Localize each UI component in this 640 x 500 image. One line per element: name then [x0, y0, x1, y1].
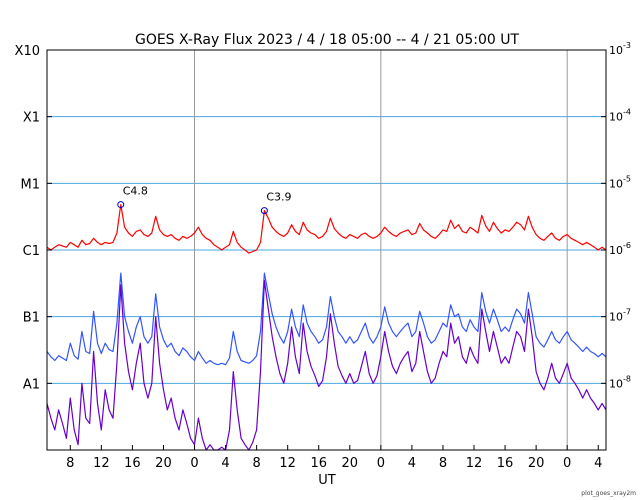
flare-label: C4.8 [123, 185, 148, 198]
right-tick-label: 10-6 [609, 241, 631, 257]
left-tick-label: M1 [21, 177, 41, 192]
x-tick-label: 12 [279, 456, 296, 471]
right-tick-exponent: -3 [623, 41, 631, 50]
x-tick-label: 4 [594, 456, 602, 471]
flux-series [46, 204, 607, 451]
plot-credit: plot_goes_xray2m [581, 490, 636, 497]
right-tick-label: 10-5 [609, 174, 631, 190]
right-tick-exponent: -5 [623, 174, 631, 183]
right-tick-label: 10-4 [609, 108, 631, 124]
x-tick-label: 12 [93, 456, 110, 471]
right-tick-exponent: -6 [623, 241, 631, 250]
x-tick-label: 20 [342, 456, 359, 471]
flare-annotations: C4.8 C3.9 [117, 185, 292, 215]
right-tick-label: 10-3 [609, 41, 631, 57]
left-tick-label: C1 [23, 244, 40, 259]
flare-marker [117, 201, 125, 209]
x-tick-label: 4 [221, 456, 229, 471]
x-tick-label: 16 [497, 456, 514, 471]
x-axis-label: UT [318, 473, 336, 488]
left-tick-label: B1 [23, 311, 40, 326]
x-tick-label: 16 [124, 456, 141, 471]
x-tick-label: 12 [466, 456, 483, 471]
left-tick-label: X10 [15, 44, 40, 59]
right-tick-base: 10 [609, 377, 623, 390]
right-tick-base: 10 [609, 311, 623, 324]
x-axis-ticks: 8 12 16 20 0 4 8 12 16 20 0 4 8 12 16 20 0 4 [66, 445, 602, 471]
chart-title: GOES X-Ray Flux 2023 / 4 / 18 05:00 -- 4… [135, 32, 519, 48]
x-tick-label: 16 [310, 456, 327, 471]
left-axis-ticks: X10 X1 M1 C1 B1 A1 [15, 44, 52, 392]
flux-series-line [46, 204, 607, 254]
x-tick-label: 0 [190, 456, 198, 471]
left-tick-label: X1 [23, 111, 40, 126]
x-tick-label: 8 [66, 456, 74, 471]
x-tick-label: 0 [377, 456, 385, 471]
day-boundary-lines [194, 50, 568, 450]
flux-series-line [46, 272, 607, 366]
x-tick-label: 4 [408, 456, 416, 471]
x-tick-label: 20 [528, 456, 545, 471]
x-tick-label: 8 [252, 456, 260, 471]
flare-marker [260, 207, 268, 215]
right-axis-ticks: 10-310-410-510-610-710-8 [601, 41, 631, 390]
right-tick-base: 10 [609, 177, 623, 190]
right-tick-label: 10-7 [609, 308, 631, 324]
right-tick-exponent: -8 [623, 374, 631, 383]
flux-series-line [46, 279, 607, 451]
x-tick-label: 0 [563, 456, 571, 471]
flare-label: C3.9 [266, 191, 291, 204]
right-tick-base: 10 [609, 44, 623, 57]
right-tick-exponent: -4 [623, 108, 631, 117]
right-tick-exponent: -7 [623, 308, 631, 317]
right-tick-base: 10 [609, 111, 623, 124]
x-tick-label: 8 [439, 456, 447, 471]
x-tick-label: 20 [155, 456, 172, 471]
left-tick-label: A1 [23, 377, 40, 392]
right-tick-label: 10-8 [609, 374, 631, 390]
right-tick-base: 10 [609, 244, 623, 257]
